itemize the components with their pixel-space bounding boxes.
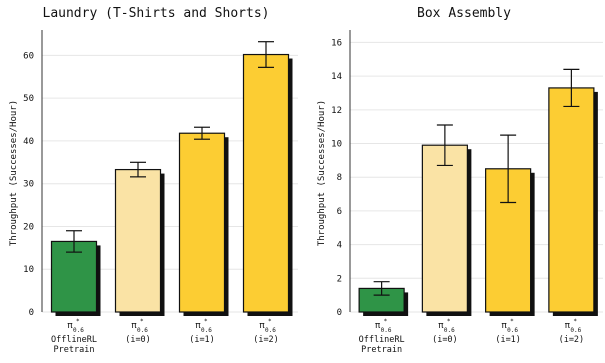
x-tick-subscript: 0.6 (570, 327, 581, 334)
x-tick-superscript: * (204, 318, 208, 325)
x-tick-superscript: * (384, 318, 388, 325)
y-tick-label: 14 (331, 72, 342, 82)
chart-panel-1: Laundry (T-Shirts and Shorts) Throughput … (9, 6, 298, 355)
x-tick-symbol: π (438, 321, 444, 331)
x-tick-superscript: * (140, 318, 144, 325)
x-tick-label: (i=2) (253, 335, 279, 345)
x-tick-superscript: * (76, 318, 80, 325)
y-tick-label: 16 (331, 38, 342, 48)
x-tick-subscript: 0.6 (137, 327, 148, 334)
x-tick-label: (i=1) (189, 335, 215, 345)
x-tick-label: (i=0) (432, 335, 458, 345)
y-tick-label: 20 (23, 222, 34, 232)
y-tick-label: 4 (337, 241, 342, 251)
x-tick-label: Pretrain (54, 345, 95, 355)
x-tick-symbol: π (259, 321, 265, 331)
x-tick-label: (i=1) (495, 335, 521, 345)
x-tick-subscript: 0.6 (201, 327, 212, 334)
y-tick-label: 60 (23, 51, 34, 61)
y-tick-label: 0 (337, 308, 342, 318)
x-tick-superscript: * (268, 318, 272, 325)
x-tick-symbol: π (195, 321, 201, 331)
x-tick-subscript: 0.6 (381, 327, 392, 334)
chart-title: Box Assembly (417, 6, 511, 21)
y-tick-label: 2 (337, 274, 342, 284)
y-axis-label: Throughput (Successes/Hour) (317, 100, 327, 246)
x-tick-symbol: π (131, 321, 137, 331)
x-tick-symbol: π (501, 321, 507, 331)
bar (50, 240, 98, 313)
x-tick-label: OfflineRL (51, 335, 97, 345)
x-tick-symbol: π (67, 321, 73, 331)
y-tick-label: 40 (23, 137, 34, 147)
x-tick-label: (i=0) (125, 335, 151, 345)
y-tick-label: 8 (337, 173, 342, 183)
x-tick-superscript: * (573, 318, 577, 325)
chart-title: Laundry (T-Shirts and Shorts) (43, 6, 270, 21)
x-tick-superscript: * (510, 318, 514, 325)
x-tick-label: Pretrain (361, 345, 402, 355)
y-tick-label: 0 (29, 308, 34, 318)
x-tick-subscript: 0.6 (444, 327, 455, 334)
x-tick-symbol: π (565, 321, 571, 331)
bar (114, 168, 162, 313)
bar (178, 132, 226, 313)
x-tick-subscript: 0.6 (73, 327, 84, 334)
bar (242, 53, 290, 313)
y-tick-label: 6 (337, 207, 342, 217)
y-tick-label: 10 (331, 140, 342, 150)
x-tick-superscript: * (447, 318, 451, 325)
y-tick-label: 30 (23, 180, 34, 190)
bar (421, 144, 468, 313)
y-tick-label: 50 (23, 94, 34, 104)
chart-panel-2: Box Assembly Throughput (Successes/Hour) 0… (317, 6, 603, 355)
x-tick-label: OfflineRL (359, 335, 405, 345)
bar (548, 87, 595, 313)
y-tick-label: 10 (23, 265, 34, 275)
x-tick-subscript: 0.6 (507, 327, 518, 334)
x-tick-label: (i=2) (559, 335, 585, 345)
x-tick-symbol: π (375, 321, 381, 331)
y-axis-label: Throughput (Successes/Hour) (9, 100, 19, 246)
x-tick-subscript: 0.6 (265, 327, 276, 334)
y-tick-label: 12 (331, 106, 342, 116)
